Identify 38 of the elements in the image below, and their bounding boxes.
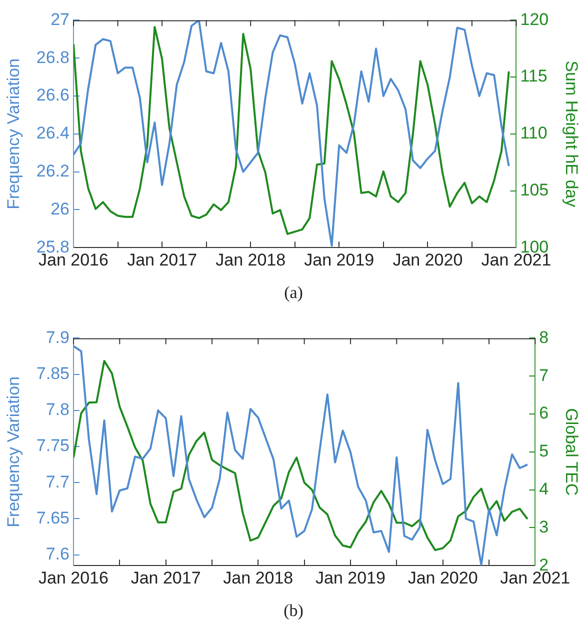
- y2-axis-title: Global TEC: [562, 408, 582, 496]
- y2-tick-label: 8: [539, 328, 549, 347]
- y-tick-label: 7.85: [36, 364, 70, 383]
- y2-tick-label: 3: [539, 517, 549, 536]
- x-tick-label: Jan 2016: [38, 568, 108, 588]
- y-tick-label: 7.7: [46, 472, 70, 492]
- y-tick-label: 7.65: [36, 508, 70, 528]
- y2-tick-label: 105: [520, 180, 549, 200]
- y-tick-label: 26.4: [36, 124, 70, 143]
- y-tick-label: 26.2: [36, 161, 70, 180]
- x-tick-label: Jan 2018: [223, 568, 294, 588]
- y-tick-label: 26: [50, 199, 70, 218]
- y2-tick-label: 110: [520, 124, 548, 143]
- y-tick-label: 26.6: [36, 86, 70, 105]
- y-tick-label: 26.8: [36, 48, 70, 67]
- y2-tick-label: 4: [539, 479, 549, 498]
- x-tick-label: Jan 2020: [392, 250, 463, 270]
- y2-tick-label: 115: [520, 66, 548, 86]
- y-axis-title: Frequency Variation: [4, 58, 23, 210]
- y2-tick-label: 6: [539, 404, 549, 423]
- y-tick-label: 7.6: [46, 544, 70, 564]
- y2-tick-label: 5: [539, 442, 549, 461]
- y-axis-title: Frequency Variation: [4, 376, 23, 528]
- y-tick-label: 7.8: [46, 400, 70, 420]
- y2-tick-label: 120: [520, 10, 549, 29]
- x-tick-label: Jan 2020: [408, 568, 478, 588]
- x-tick-label: Jan 2019: [316, 568, 386, 588]
- x-tick-label: Jan 2017: [127, 250, 198, 270]
- y2-axis-title: Sum Height hE day: [562, 60, 582, 208]
- x-tick-label: Jan 2018: [216, 250, 286, 270]
- y-tick-label: 27: [50, 10, 70, 29]
- x-tick-label: Jan 2019: [304, 250, 374, 270]
- y-tick-label: 7.75: [36, 436, 70, 456]
- text: (a): [283, 283, 304, 303]
- x-tick-label: Jan 2017: [130, 568, 201, 588]
- y2-tick-label: 7: [539, 366, 549, 385]
- text: (b): [282, 601, 304, 621]
- y-tick-label: 7.9: [46, 328, 70, 347]
